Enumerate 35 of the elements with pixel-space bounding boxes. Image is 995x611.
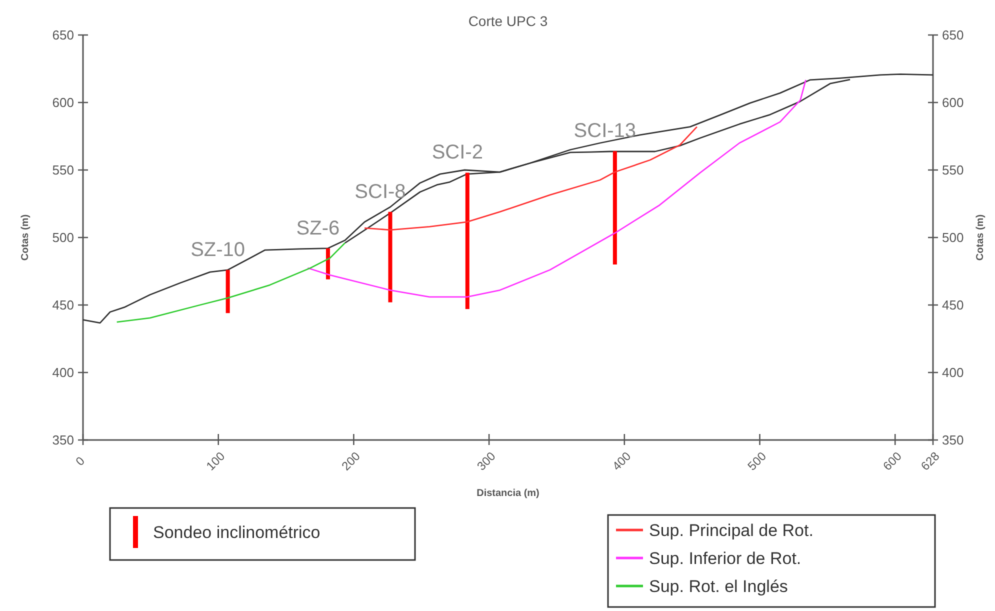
y2-axis-title: Cotas (m) [975,214,986,261]
annotation: SZ-10 [190,238,246,261]
x-tick-label: 400 [610,448,634,474]
y2-tick-label: 450 [942,298,964,313]
x-tick-label: 600 [880,448,905,474]
y-tick-label: 550 [52,162,74,178]
x-tick-label: 200 [338,448,364,474]
y-axis-title: Cotas (m) [20,214,31,261]
legend-label: Sup. Rot. el Inglés [649,576,788,596]
legend-label: Sondeo inclinométrico [153,522,320,542]
annotation: SCI-8 [354,180,406,203]
chart-title: Corte UPC 3 [468,13,548,29]
y2-tick-label: 500 [942,230,964,246]
y-tick-label: 400 [52,365,74,380]
y-tick-label: 600 [52,95,74,110]
y-tick-label: 650 [52,28,74,43]
y2-tick-label: 650 [942,28,964,43]
legend-label: Sup. Inferior de Rot. [649,548,802,568]
x-axis-title: Distancia (m) [476,488,540,499]
annotation: SCI-13 [574,120,636,142]
y2-tick-label: 400 [942,365,964,380]
y-tick-label: 450 [52,298,74,313]
y2-tick-label: 350 [942,432,964,448]
y2-tick-label: 600 [942,95,964,110]
x-tick-label: 100 [203,448,228,474]
annotation: SCI-2 [432,142,483,164]
x-tick-label: 300 [474,448,498,474]
legend-label: Sup. Principal de Rot. [649,520,814,540]
x-tick-label: 0 [72,454,88,468]
y-tick-label: 350 [52,432,74,448]
x-tick-label: 500 [744,448,770,474]
annotation: SZ-6 [296,217,340,240]
x-tick-label: 628 [918,448,942,474]
y2-tick-label: 550 [942,162,964,178]
y-tick-label: 500 [52,230,74,246]
